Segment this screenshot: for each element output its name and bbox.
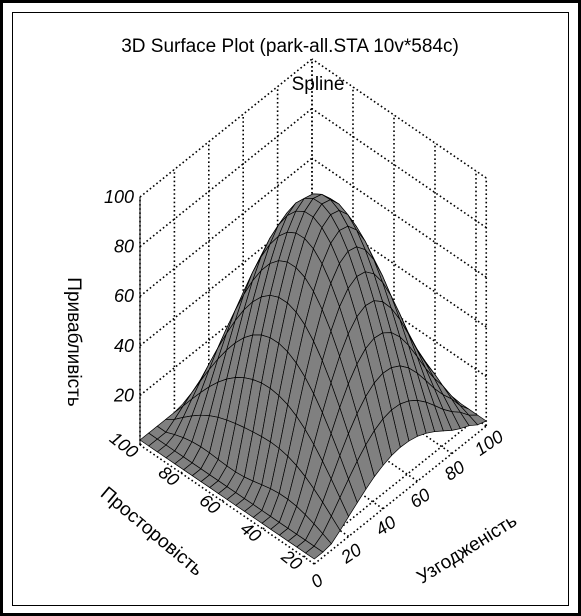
x-tick-label: 20 [337, 540, 366, 568]
y-axis-label: Просторовість [96, 483, 207, 581]
grid-line [140, 59, 312, 197]
x-tick-label: 80 [441, 457, 469, 485]
x-axis-label: Узгодженість [413, 510, 521, 588]
x-tick-label: 40 [372, 512, 400, 540]
z-tick-label: 40 [114, 336, 134, 356]
chart-title: 3D Surface Plot (park-all.STA 10v*584c) [121, 36, 459, 57]
chart-subtitle: Spline [292, 74, 345, 95]
z-axis-label: Привабливість [63, 277, 84, 407]
z-tick-label: 80 [114, 237, 134, 257]
z-tick-label: 20 [113, 385, 134, 405]
x-tick-label: 0 [307, 570, 326, 592]
z-tick-label: 100 [104, 187, 134, 207]
surface-mesh [140, 194, 486, 559]
z-tick-label: 60 [114, 286, 134, 306]
x-tick-label: 100 [471, 426, 507, 459]
x-tick-label: 60 [406, 484, 434, 512]
y-tick-label: 100 [106, 428, 142, 462]
